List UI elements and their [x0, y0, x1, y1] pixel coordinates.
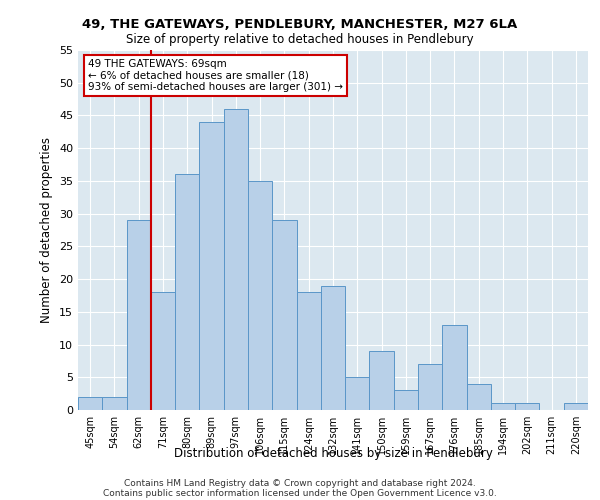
Bar: [151, 292, 175, 410]
Bar: [248, 181, 272, 410]
Bar: [175, 174, 199, 410]
Bar: [296, 292, 321, 410]
Bar: [442, 325, 467, 410]
Text: Contains HM Land Registry data © Crown copyright and database right 2024.: Contains HM Land Registry data © Crown c…: [124, 478, 476, 488]
Bar: [102, 397, 127, 410]
Y-axis label: Number of detached properties: Number of detached properties: [40, 137, 53, 323]
Bar: [272, 220, 296, 410]
Bar: [199, 122, 224, 410]
Bar: [127, 220, 151, 410]
Text: 49 THE GATEWAYS: 69sqm
← 6% of detached houses are smaller (18)
93% of semi-deta: 49 THE GATEWAYS: 69sqm ← 6% of detached …: [88, 59, 343, 92]
Bar: [345, 378, 370, 410]
Bar: [467, 384, 491, 410]
Bar: [224, 109, 248, 410]
Text: 49, THE GATEWAYS, PENDLEBURY, MANCHESTER, M27 6LA: 49, THE GATEWAYS, PENDLEBURY, MANCHESTER…: [82, 18, 518, 30]
Bar: [394, 390, 418, 410]
Text: Distribution of detached houses by size in Pendlebury: Distribution of detached houses by size …: [173, 448, 493, 460]
Bar: [515, 404, 539, 410]
Bar: [418, 364, 442, 410]
Bar: [564, 404, 588, 410]
Bar: [491, 404, 515, 410]
Text: Size of property relative to detached houses in Pendlebury: Size of property relative to detached ho…: [126, 32, 474, 46]
Bar: [78, 397, 102, 410]
Bar: [370, 351, 394, 410]
Text: Contains public sector information licensed under the Open Government Licence v3: Contains public sector information licen…: [103, 488, 497, 498]
Bar: [321, 286, 345, 410]
